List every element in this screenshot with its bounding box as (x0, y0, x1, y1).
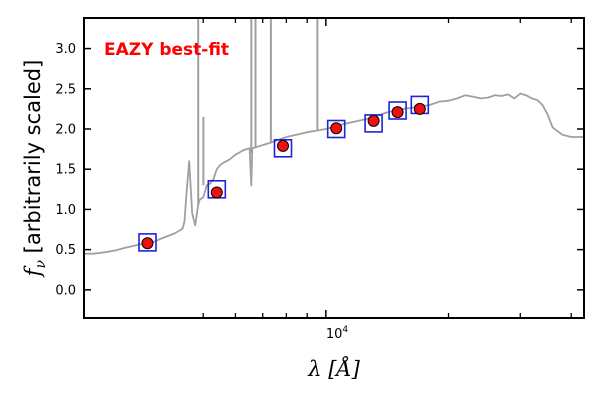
y-axis-text: [arbitrarily scaled] (21, 60, 45, 254)
observed-photometry-point (367, 114, 380, 127)
y-axis-symbol: f (21, 265, 45, 278)
observed-photometry-point (277, 139, 289, 152)
template-spectrum-line (84, 92, 584, 255)
observed-photometry-point (141, 237, 154, 250)
annotation-text: EAZY best-fit (104, 40, 229, 60)
ticks-layer: 0.0 0.5 1.0 1.5 2.0 2.5 3.0 (55, 18, 584, 318)
y-tick-label: 0.5 (55, 243, 76, 258)
series-layer (84, 18, 584, 255)
observed-photometry-point (330, 122, 343, 135)
y-tick-label: 2.5 (55, 82, 76, 97)
y-tick-label: 0.0 (55, 283, 76, 298)
x-major-tick-label: 104 (326, 325, 349, 342)
observed-photometry-point (210, 186, 223, 199)
model-photometry-square (273, 139, 293, 158)
model-photometry-square (138, 233, 157, 252)
plot-frame (83, 17, 585, 319)
y-tick-label: 1.0 (55, 203, 76, 218)
y-tick-label: 2.0 (55, 122, 76, 137)
x-axis-symbol: λ (307, 357, 321, 381)
y-axis-subscript: ν (33, 260, 49, 269)
svg-text:fν [arbitrarily scaled]: fν [arbitrarily scaled] (21, 60, 49, 279)
model-photometry-square (326, 119, 346, 139)
svg-text:104: 104 (326, 325, 349, 342)
x-tick-label-exponent: 4 (342, 325, 348, 335)
x-axis-unit: [Å] (328, 356, 360, 381)
x-tick-label-base: 10 (326, 327, 343, 342)
y-tick-label: 3.0 (55, 42, 76, 57)
x-axis-title: λ [Å] (307, 356, 360, 381)
model-photometry-square (388, 101, 407, 120)
svg-text:λ [Å]: λ [Å] (307, 356, 360, 381)
y-tick-label: 1.5 (55, 163, 76, 178)
observed-photometry-point (391, 106, 404, 119)
observed-photometry-point (413, 102, 426, 115)
y-axis-title: fν [arbitrarily scaled] (21, 60, 49, 279)
